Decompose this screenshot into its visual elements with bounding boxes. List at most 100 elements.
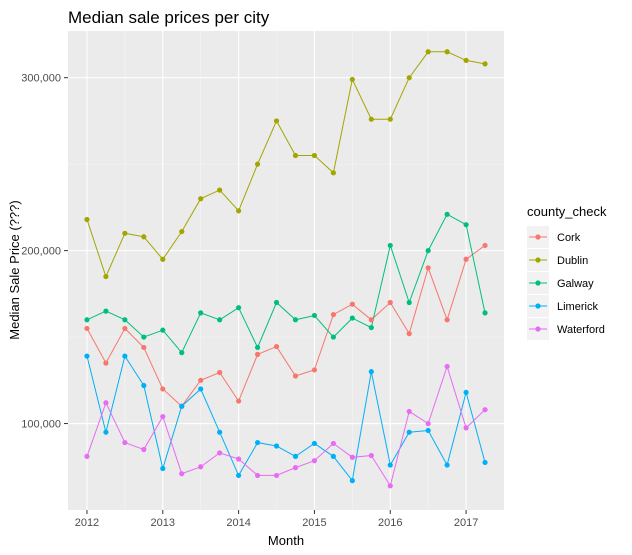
data-point-cork [141,344,147,351]
x-axis-ticks: 2012 2013 2014 2015 2016 2017 [75,510,478,529]
data-point-waterford [387,483,393,489]
data-point-cork [217,369,223,376]
data-point-limerick [292,453,299,459]
data-point-cork [444,317,450,323]
data-point-galway [368,324,374,331]
data-point-galway [160,327,166,333]
data-point-dublin [330,170,336,176]
legend-key-point-waterford [535,326,541,332]
data-point-limerick [84,353,90,359]
data-point-galway [349,315,355,321]
data-point-dublin [103,273,109,280]
data-point-limerick [254,439,261,446]
data-point-limerick [103,429,109,435]
legend-key-point-galway [535,280,541,286]
data-point-limerick [122,353,128,359]
data-point-waterford [141,446,147,453]
data-point-dublin [368,116,374,122]
data-point-limerick [463,389,469,396]
data-point-cork [330,311,336,318]
data-point-limerick [198,386,204,392]
data-point-limerick [179,403,185,409]
data-point-galway [425,248,431,254]
data-point-galway [254,344,261,351]
data-point-limerick [368,369,374,375]
y-tick-label: 300,000 [21,73,61,85]
data-point-dublin [387,116,393,122]
data-point-dublin [236,208,242,214]
data-point-dublin [84,216,90,223]
data-point-waterford [103,400,109,406]
data-point-galway [444,211,450,217]
legend-key-point-cork [535,234,541,240]
data-point-cork [103,360,109,366]
series-line-cork [86,244,486,407]
data-point-dublin [198,196,204,202]
data-point-limerick [482,459,488,466]
data-point-limerick [273,443,280,449]
data-point-cork [198,377,204,383]
data-point-waterford [425,420,431,427]
data-point-dublin [160,256,166,262]
x-tick-label: 2014 [226,517,250,529]
data-point-galway [122,317,128,323]
x-axis-title: Month [268,533,304,548]
data-point-dublin [273,118,280,124]
data-point-waterford [330,440,336,447]
legend-label-dublin: Dublin [557,255,588,267]
x-tick-label: 2012 [75,517,99,529]
legend-title: county_check [527,204,607,219]
series-points [84,49,488,489]
data-point-limerick [444,462,450,468]
data-point-limerick [160,465,166,472]
data-point-waterford [292,465,299,471]
data-point-cork [292,373,299,379]
data-point-galway [463,222,469,228]
data-point-waterford [311,458,318,464]
series-lines [86,51,486,488]
data-point-limerick [406,429,412,435]
data-point-limerick [425,427,431,434]
data-point-dublin [122,230,128,236]
legend-label-galway: Galway [557,278,594,290]
series-line-limerick [86,354,486,482]
data-point-limerick [236,472,242,479]
data-point-galway [198,310,204,316]
legend-label-cork: Cork [557,232,581,244]
series-line-waterford [86,364,486,488]
data-point-dublin [179,228,185,235]
data-point-galway [103,308,109,314]
x-tick-label: 2015 [302,517,326,529]
data-point-galway [217,317,223,323]
legend: county_check Cork Dublin Galway Limerick Wat… [527,204,607,340]
data-point-cork [368,317,374,323]
legend-key-point-limerick [535,303,541,309]
data-point-waterford [273,472,280,479]
data-point-waterford [349,454,355,460]
data-point-galway [406,299,412,306]
data-point-waterford [217,450,223,456]
y-axis-ticks: 100,000 200,000 300,000 [21,73,68,431]
legend-label-waterford: Waterford [557,324,605,336]
data-point-waterford [198,464,204,470]
data-point-galway [141,334,147,340]
data-point-cork [482,242,488,249]
data-point-cork [349,301,355,307]
data-point-cork [122,325,128,332]
legend-item-dublin: Dublin [527,249,588,271]
data-point-dublin [406,75,412,81]
data-point-waterford [254,472,261,479]
data-point-galway [179,350,185,356]
data-point-limerick [330,453,336,459]
chart-title: Median sale prices per city [68,8,270,27]
data-point-cork [236,398,242,404]
data-point-limerick [141,382,147,389]
legend-item-waterford: Waterford [527,318,605,340]
data-point-waterford [160,414,166,420]
x-tick-label: 2016 [378,517,402,529]
data-point-limerick [217,429,223,435]
data-point-galway [236,305,242,311]
data-point-galway [273,299,280,306]
series-line-dublin [86,51,486,278]
data-point-limerick [311,440,318,447]
